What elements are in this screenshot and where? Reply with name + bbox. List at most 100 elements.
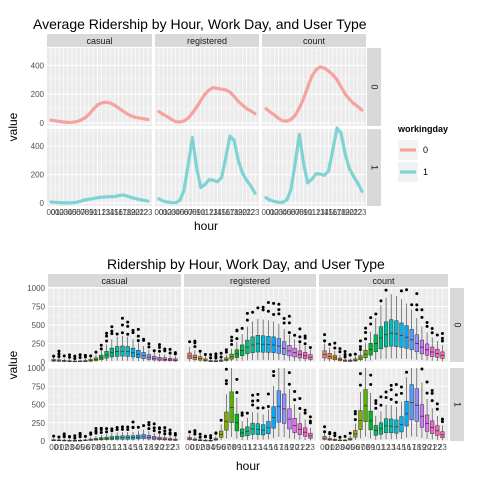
box-hour-14	[260, 406, 266, 440]
x-tick-label: 20	[155, 443, 164, 452]
outlier-point	[415, 308, 419, 312]
x-tick-label: 20	[345, 208, 354, 217]
x-tick-label: 02	[55, 208, 64, 217]
outlier-point	[168, 351, 172, 355]
outlier-point	[219, 351, 223, 355]
outlier-point	[105, 331, 109, 335]
outlier-point	[399, 385, 403, 389]
x-tick-label: 04	[206, 443, 215, 452]
outlier-point	[333, 431, 337, 435]
x-tick-label: 09	[192, 208, 201, 217]
y-tick-label: 0	[41, 437, 46, 446]
x-tick-label: 23	[306, 443, 315, 452]
outlier-point	[131, 328, 135, 332]
box-chart: Ridership by Hour, Work Day, and User Ty…	[6, 256, 464, 473]
outlier-point	[394, 400, 398, 404]
box-hour-00	[51, 434, 56, 441]
box-hour-09	[99, 343, 104, 362]
x-tick-label: 01	[190, 443, 199, 452]
box-hour-12	[250, 310, 255, 360]
outlier-point	[152, 349, 156, 353]
outlier-point	[126, 320, 130, 324]
box-hour-20	[292, 333, 297, 361]
box-hour-13	[389, 294, 394, 359]
box-hour-00	[51, 354, 56, 362]
x-tick-label: 00	[155, 208, 164, 217]
outlier-point	[78, 356, 82, 360]
box-hour-08	[93, 350, 99, 362]
x-tick-label: 05	[68, 208, 77, 217]
x-tick-label: 09	[97, 443, 106, 452]
outlier-point	[240, 413, 244, 417]
outlier-point	[358, 383, 362, 387]
outlier-point	[287, 382, 291, 386]
outlier-point	[282, 317, 286, 321]
x-tick-label: 23	[358, 208, 367, 217]
x-tick-label: 04	[341, 443, 350, 452]
x-tick-label: 07	[222, 443, 231, 452]
box-hour-08	[363, 368, 368, 437]
outlier-point	[57, 352, 61, 356]
box-hour-10	[104, 427, 109, 441]
x-tick-label: 09	[299, 208, 308, 217]
box-hour-05	[213, 431, 219, 441]
box-hour-04	[208, 353, 213, 362]
strip-label-casual: casual	[101, 276, 127, 286]
strip-label-count: count	[303, 36, 326, 46]
box-hour-20	[157, 343, 162, 362]
outlier-point	[272, 370, 276, 374]
box-hour-03	[337, 435, 343, 442]
outlier-point	[379, 395, 383, 399]
outlier-point	[303, 411, 307, 415]
outlier-point	[425, 320, 429, 324]
x-tick-label: 08	[188, 208, 197, 217]
outlier-point	[358, 372, 362, 376]
outlier-point	[272, 312, 276, 316]
outlier-point	[163, 426, 167, 430]
outlier-point	[126, 425, 130, 429]
box-hour-10	[104, 331, 109, 362]
box-hour-15	[266, 301, 271, 360]
box-hour-10	[239, 411, 245, 441]
outlier-point	[430, 327, 434, 331]
outlier-point	[209, 356, 213, 360]
outlier-point	[120, 425, 124, 429]
outlier-point	[308, 419, 312, 423]
outlier-point	[245, 411, 249, 415]
x-tick-label: 16	[134, 443, 143, 452]
outlier-point	[323, 339, 327, 343]
x-tick-label: 23	[251, 208, 260, 217]
panel-background	[262, 48, 366, 126]
outlier-point	[251, 393, 255, 397]
x-tick-label: 06	[180, 208, 189, 217]
outlier-point	[126, 428, 130, 432]
series-line-casual-0	[49, 100, 150, 124]
outlier-point	[430, 391, 434, 395]
x-tick-label: 19	[341, 208, 350, 217]
box-hour-17	[276, 302, 282, 361]
outlier-point	[425, 324, 429, 328]
outlier-point	[105, 334, 109, 338]
x-tick-label: 15	[129, 443, 138, 452]
box-hour-09	[368, 316, 373, 361]
box-hour-12	[114, 332, 120, 361]
outlier-point	[245, 318, 249, 322]
box-hour-19	[419, 367, 425, 439]
outlier-point	[399, 289, 403, 293]
panel-registered-1	[184, 367, 316, 442]
y-tick-label: 0	[40, 119, 45, 128]
outlier-point	[214, 354, 218, 358]
x-tick-label: 22	[301, 443, 310, 452]
outlier-point	[136, 339, 140, 343]
outlier-point	[230, 339, 234, 343]
outlier-point	[235, 337, 239, 341]
box-hour-17	[409, 303, 414, 360]
box-hour-13	[120, 316, 125, 361]
outlier-point	[224, 348, 228, 352]
x-tick-label: 11	[93, 208, 102, 217]
outlier-point	[198, 435, 202, 439]
outlier-point	[110, 332, 114, 336]
strip-row-label-0: 0	[453, 322, 463, 327]
box-hour-22	[167, 428, 173, 441]
